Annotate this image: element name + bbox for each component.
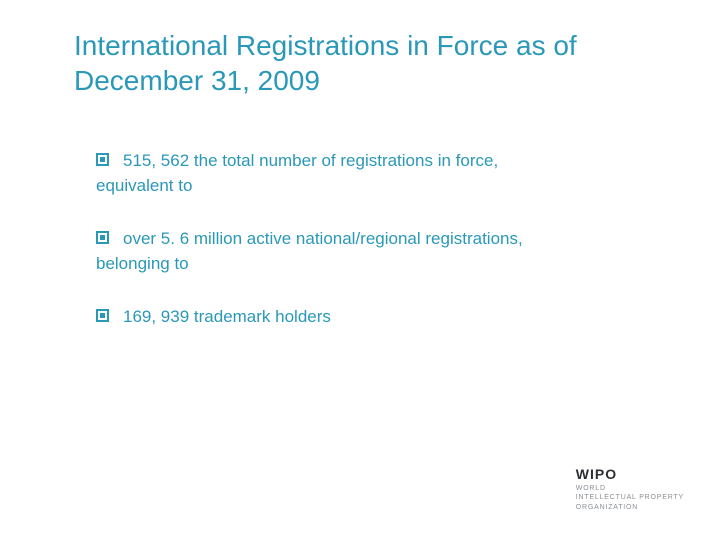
bullet-text-continuation: equivalent to [96,175,640,198]
square-bullet-icon [96,153,109,166]
slide: International Registrations in Force as … [0,0,720,540]
bullet-text: 515, 562 the total number of registratio… [123,150,640,173]
wipo-logo-text: WIPO [576,466,684,482]
wipo-sub-line: WORLD [576,484,684,493]
footer-branding: WIPO WORLD INTELLECTUAL PROPERTY ORGANIZ… [576,466,684,512]
square-bullet-icon [96,309,109,322]
square-bullet-icon [96,231,109,244]
list-item: 169, 939 trademark holders [96,306,640,329]
bullet-list: 515, 562 the total number of registratio… [96,150,640,359]
wipo-sub-line: ORGANIZATION [576,503,684,512]
bullet-text-continuation: belonging to [96,253,640,276]
bullet-text: 169, 939 trademark holders [123,306,640,329]
list-item: 515, 562 the total number of registratio… [96,150,640,198]
slide-title: International Registrations in Force as … [74,28,660,98]
list-item: over 5. 6 million active national/region… [96,228,640,276]
wipo-sub-line: INTELLECTUAL PROPERTY [576,493,684,502]
bullet-text: over 5. 6 million active national/region… [123,228,640,251]
